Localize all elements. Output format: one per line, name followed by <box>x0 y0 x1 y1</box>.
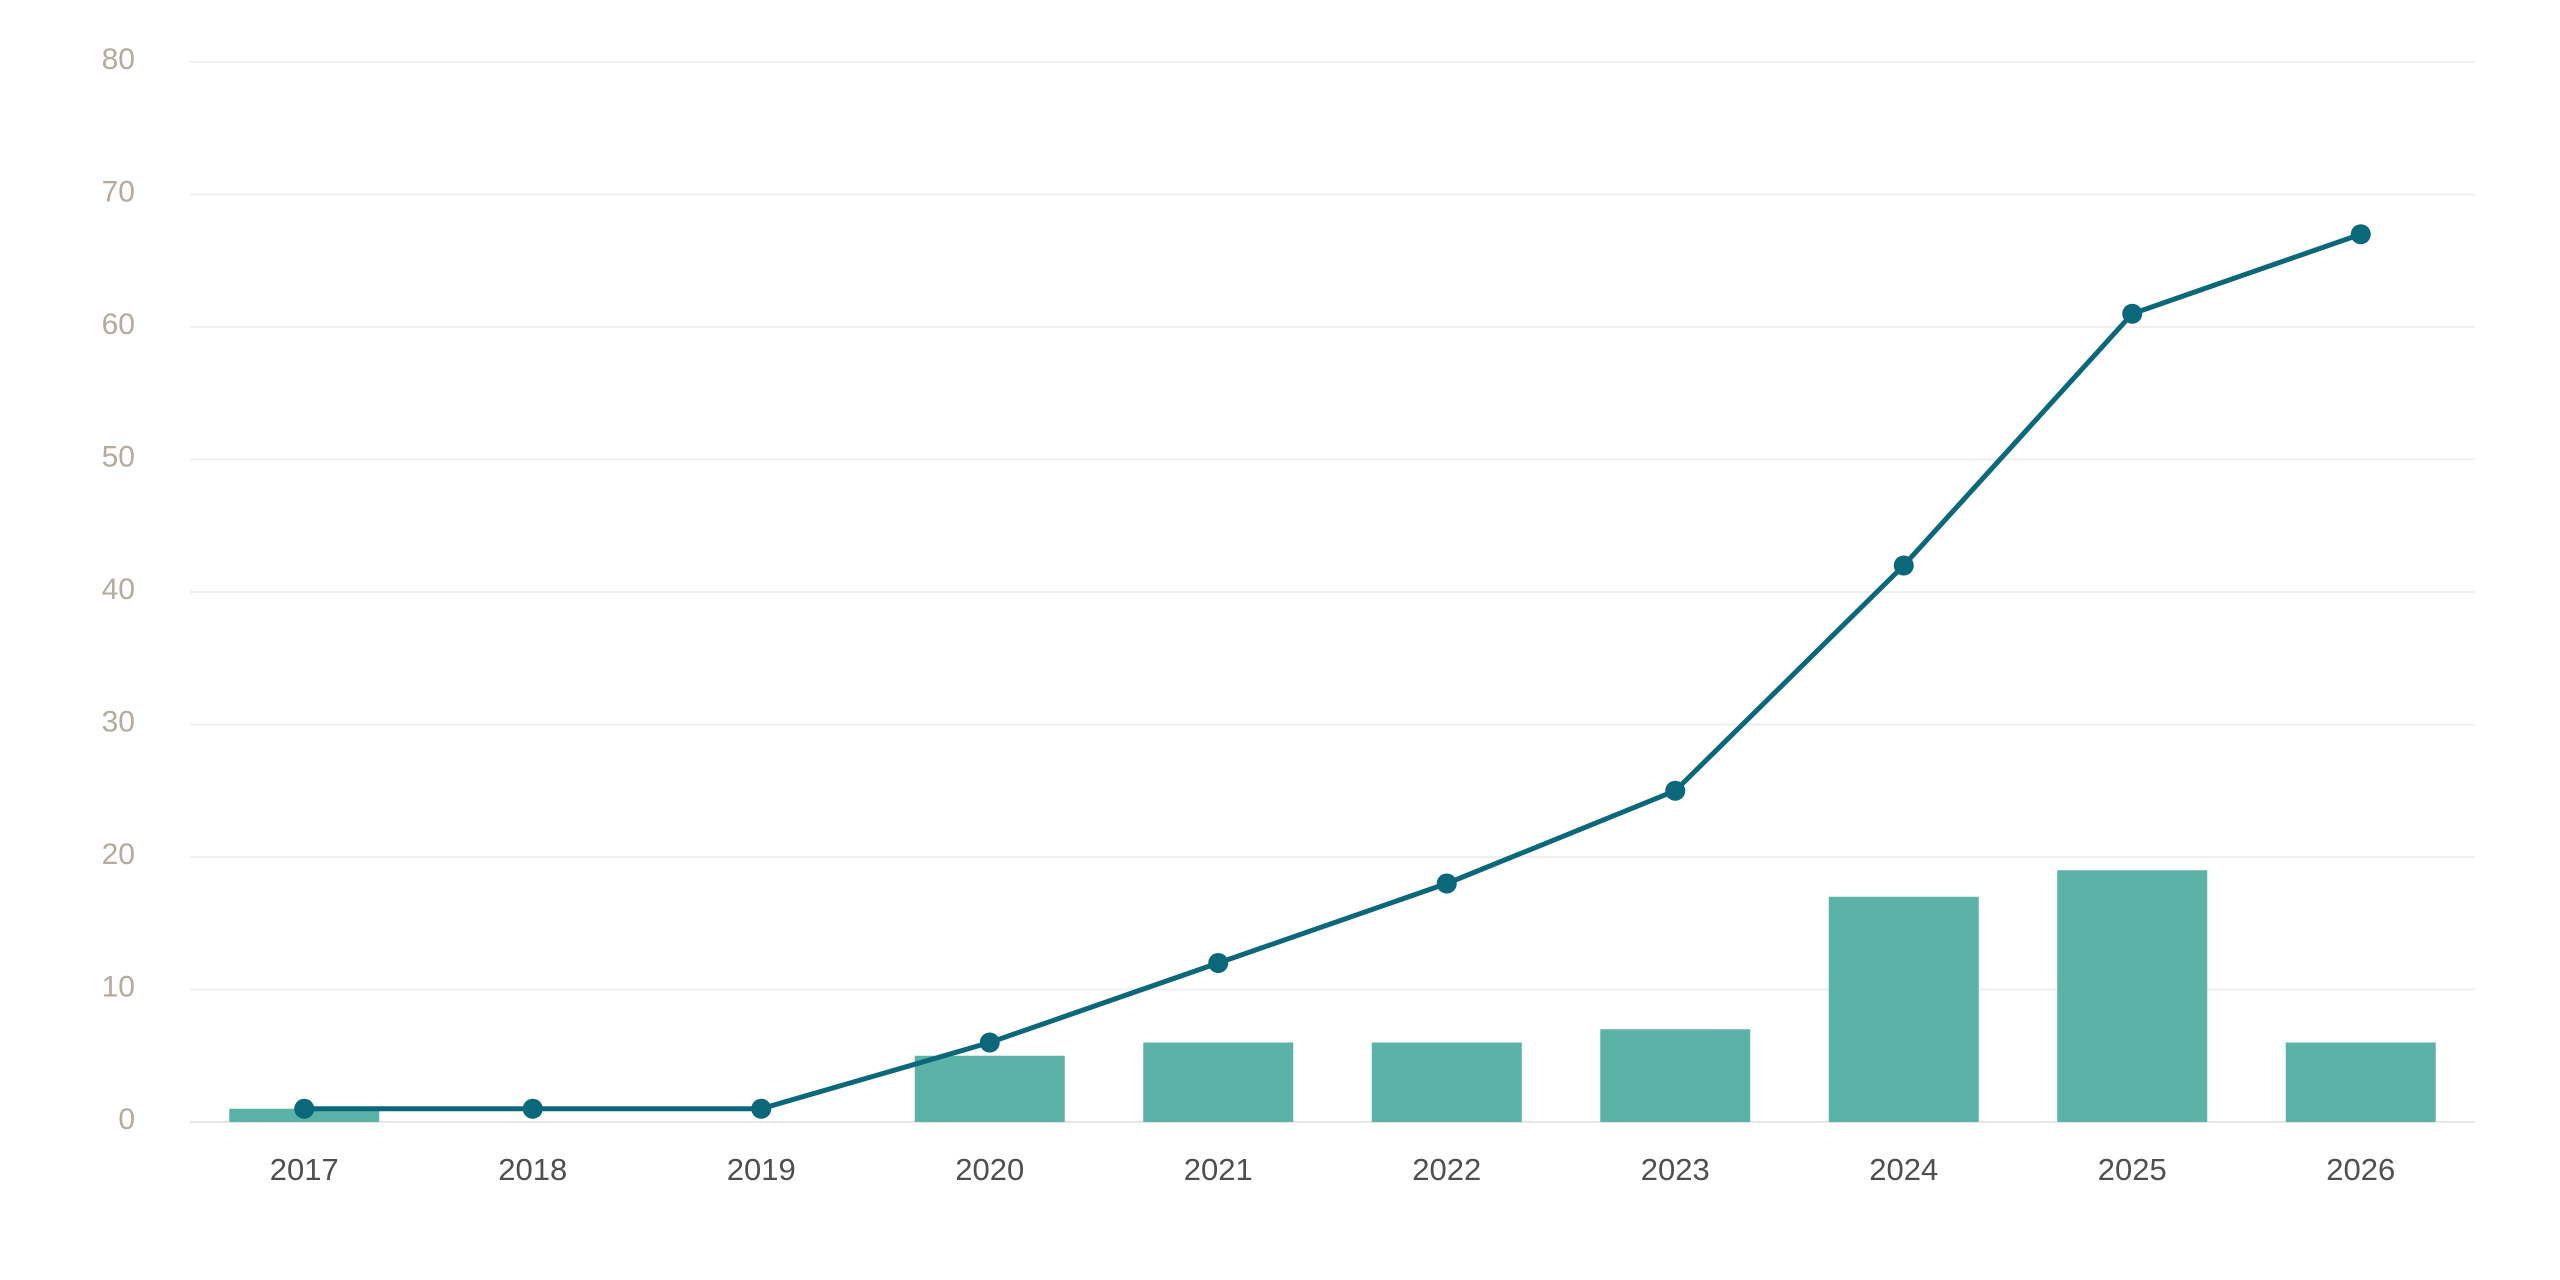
y-tick-label: 40 <box>102 573 135 606</box>
x-tick-label: 2022 <box>1412 1152 1481 1187</box>
line-point-2023 <box>1665 780 1686 801</box>
bar-2020 <box>914 1055 1065 1122</box>
x-tick-label: 2025 <box>2098 1152 2167 1187</box>
bar-series <box>229 870 2436 1122</box>
y-axis: 0 10 20 30 40 50 60 70 80 <box>102 43 135 1136</box>
x-tick-label: 2023 <box>1641 1152 1710 1187</box>
y-tick-label: 30 <box>102 705 135 738</box>
line-point-2024 <box>1893 555 1914 576</box>
y-tick-label: 80 <box>102 43 135 76</box>
y-tick-label: 0 <box>118 1103 135 1136</box>
bar-2024 <box>1828 896 1979 1122</box>
x-tick-label: 2020 <box>955 1152 1024 1187</box>
y-tick-label: 10 <box>102 970 135 1003</box>
line-point-2021 <box>1208 953 1229 973</box>
x-tick-label: 2019 <box>727 1152 796 1187</box>
line-path <box>304 231 2362 1112</box>
y-tick-label: 60 <box>102 308 135 341</box>
x-tick-label: 2024 <box>1869 1152 1938 1187</box>
line-point-2025 <box>2122 303 2143 324</box>
bar-2021 <box>1143 1042 1294 1122</box>
bar-2022 <box>1371 1042 1522 1122</box>
y-tick-label: 20 <box>102 838 135 871</box>
line-series <box>304 231 2362 1112</box>
x-tick-label: 2018 <box>498 1152 567 1187</box>
x-tick-label: 2021 <box>1184 1152 1253 1187</box>
line-point-2022 <box>1436 873 1457 894</box>
x-tick-label: 2026 <box>2326 1152 2395 1187</box>
line-point-2020 <box>979 1032 1000 1053</box>
line-points <box>294 224 2371 1119</box>
x-axis: 2017 2018 2019 2020 2021 2022 2023 2024 2025 2026 <box>270 1152 2395 1187</box>
line-point-2018 <box>522 1098 543 1119</box>
bar-2023 <box>1600 1029 1751 1122</box>
grid-layer <box>190 61 2475 1123</box>
x-tick-label: 2017 <box>270 1152 339 1187</box>
y-tick-label: 70 <box>102 175 135 208</box>
line-point-2026 <box>2350 224 2371 245</box>
bar-2025 <box>2057 870 2208 1122</box>
line-point-2019 <box>751 1098 772 1119</box>
y-tick-label: 50 <box>102 440 135 473</box>
line-point-2017 <box>294 1098 315 1119</box>
bar-2026 <box>2285 1042 2436 1122</box>
